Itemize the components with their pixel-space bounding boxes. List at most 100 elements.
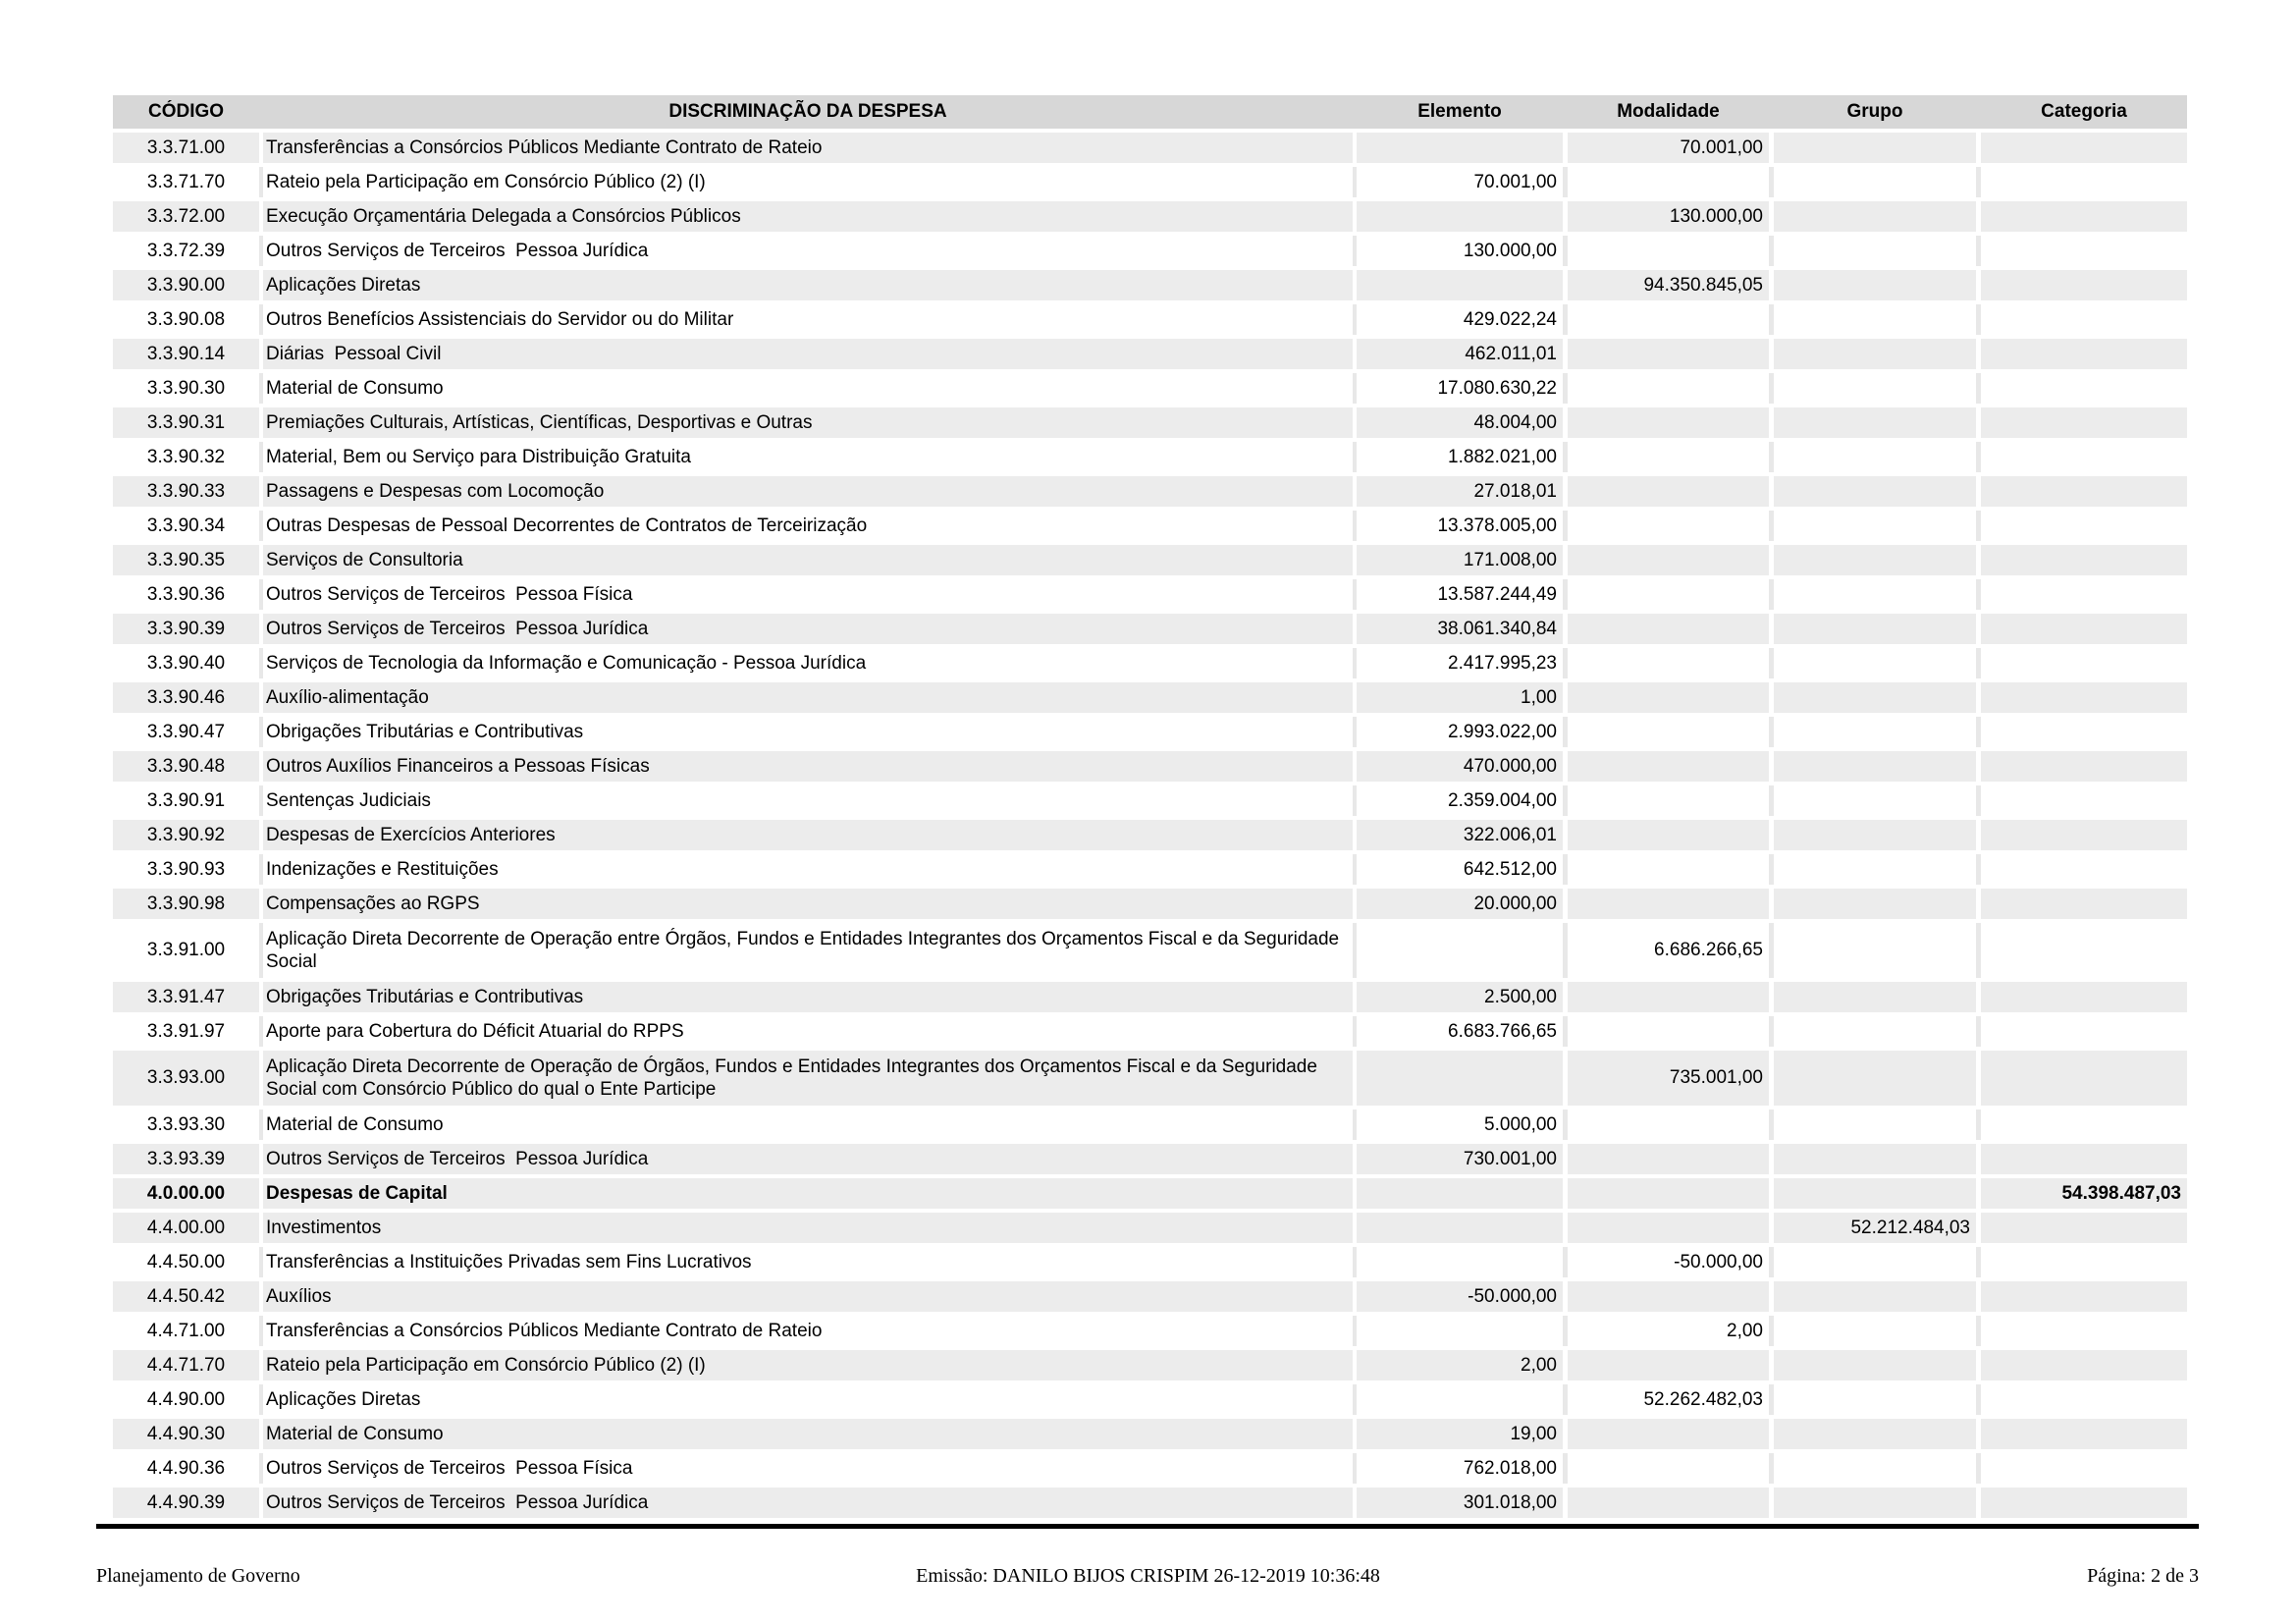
table-row: 3.3.90.32 Material, Bem ou Serviço para D… xyxy=(113,442,2187,472)
cell-divider xyxy=(259,614,263,644)
cell-discriminacao: Premiações Culturais, Artísticas, Cientí… xyxy=(263,407,1353,438)
cell-modalidade xyxy=(1568,442,1769,472)
cell-divider xyxy=(1353,785,1357,816)
table-row: 3.3.90.35 Serviços de Consultoria 171.008,… xyxy=(113,545,2187,575)
cell-divider xyxy=(1769,889,1774,919)
cell-divider xyxy=(1769,717,1774,747)
cell-elemento: 70.001,00 xyxy=(1357,167,1563,197)
cell-categoria xyxy=(1981,1247,2187,1277)
cell-codigo: 3.3.90.34 xyxy=(113,511,259,541)
cell-divider xyxy=(1976,648,1981,678)
cell-divider xyxy=(1563,1051,1568,1106)
cell-categoria xyxy=(1981,373,2187,404)
cell-divider xyxy=(1563,1350,1568,1380)
cell-grupo xyxy=(1774,1051,1976,1106)
cell-modalidade xyxy=(1568,889,1769,919)
cell-divider xyxy=(259,682,263,713)
cell-codigo: 3.3.93.00 xyxy=(113,1051,259,1106)
cell-grupo xyxy=(1774,982,1976,1012)
cell-elemento: 6.683.766,65 xyxy=(1357,1016,1563,1047)
cell-divider xyxy=(1976,923,1981,978)
cell-discriminacao: Compensações ao RGPS xyxy=(263,889,1353,919)
table-row: 4.4.50.00 Transferências a Instituições P… xyxy=(113,1247,2187,1277)
footer-rule xyxy=(96,1524,2199,1529)
cell-divider xyxy=(1769,1051,1774,1106)
cell-grupo xyxy=(1774,304,1976,335)
cell-categoria xyxy=(1981,889,2187,919)
cell-grupo xyxy=(1774,854,1976,885)
cell-divider xyxy=(259,1281,263,1312)
cell-discriminacao: Indenizações e Restituições xyxy=(263,854,1353,885)
cell-discriminacao: Despesas de Capital xyxy=(263,1178,1353,1209)
table-row: 3.3.91.97 Aporte para Cobertura do Défici… xyxy=(113,1016,2187,1047)
cell-elemento: 13.587.244,49 xyxy=(1357,579,1563,610)
cell-modalidade xyxy=(1568,820,1769,850)
cell-divider xyxy=(259,820,263,850)
cell-categoria xyxy=(1981,1316,2187,1346)
cell-discriminacao: Serviços de Consultoria xyxy=(263,545,1353,575)
table-row: 3.3.90.34 Outras Despesas de Pessoal Deco… xyxy=(113,511,2187,541)
cell-elemento: 730.001,00 xyxy=(1357,1144,1563,1174)
cell-divider xyxy=(1563,579,1568,610)
cell-modalidade xyxy=(1568,407,1769,438)
cell-divider xyxy=(1353,751,1357,782)
cell-divider xyxy=(1769,1247,1774,1277)
cell-divider xyxy=(259,373,263,404)
table-row: 3.3.93.00 Aplicação Direta Decorrente de … xyxy=(113,1051,2187,1106)
cell-divider xyxy=(1353,1316,1357,1346)
cell-divider xyxy=(1563,167,1568,197)
cell-discriminacao: Diárias Pessoal Civil xyxy=(263,339,1353,369)
cell-divider xyxy=(1353,511,1357,541)
cell-categoria xyxy=(1981,717,2187,747)
cell-codigo: 3.3.90.93 xyxy=(113,854,259,885)
cell-divider xyxy=(1976,889,1981,919)
table-body: 3.3.71.00 Transferências a Consórcios Púb… xyxy=(113,133,2187,1518)
cell-divider xyxy=(1353,923,1357,978)
cell-divider xyxy=(1976,545,1981,575)
cell-categoria xyxy=(1981,579,2187,610)
cell-codigo: 3.3.91.47 xyxy=(113,982,259,1012)
cell-divider xyxy=(1353,407,1357,438)
cell-codigo: 4.4.90.39 xyxy=(113,1488,259,1518)
table-row: 3.3.90.31 Premiações Culturais, Artística… xyxy=(113,407,2187,438)
cell-discriminacao: Aplicação Direta Decorrente de Operação … xyxy=(263,1051,1353,1106)
cell-divider xyxy=(1563,1281,1568,1312)
cell-elemento: 462.011,01 xyxy=(1357,339,1563,369)
cell-modalidade xyxy=(1568,511,1769,541)
cell-divider xyxy=(1353,167,1357,197)
cell-grupo xyxy=(1774,407,1976,438)
cell-divider xyxy=(1353,1419,1357,1449)
cell-divider xyxy=(1563,545,1568,575)
cell-divider xyxy=(1976,270,1981,300)
cell-grupo xyxy=(1774,1247,1976,1277)
cell-divider xyxy=(1563,1247,1568,1277)
cell-divider xyxy=(259,201,263,232)
cell-modalidade xyxy=(1568,854,1769,885)
cell-elemento: 762.018,00 xyxy=(1357,1453,1563,1484)
cell-divider xyxy=(1353,1016,1357,1047)
cell-elemento: 2,00 xyxy=(1357,1350,1563,1380)
cell-codigo: 3.3.90.91 xyxy=(113,785,259,816)
cell-elemento xyxy=(1357,923,1563,978)
cell-elemento: 429.022,24 xyxy=(1357,304,1563,335)
cell-categoria xyxy=(1981,236,2187,266)
cell-divider xyxy=(1563,407,1568,438)
cell-divider xyxy=(259,751,263,782)
cell-divider xyxy=(259,476,263,507)
cell-grupo xyxy=(1774,545,1976,575)
cell-discriminacao: Obrigações Tributárias e Contributivas xyxy=(263,717,1353,747)
cell-divider xyxy=(1976,476,1981,507)
cell-codigo: 4.4.50.00 xyxy=(113,1247,259,1277)
cell-divider xyxy=(1769,270,1774,300)
cell-discriminacao: Auxílios xyxy=(263,1281,1353,1312)
cell-divider xyxy=(1769,648,1774,678)
cell-discriminacao: Outros Serviços de Terceiros Pessoa Físi… xyxy=(263,579,1353,610)
column-header-codigo: CÓDIGO xyxy=(147,101,225,123)
cell-divider xyxy=(1769,682,1774,713)
cell-codigo: 3.3.90.00 xyxy=(113,270,259,300)
cell-codigo: 3.3.90.36 xyxy=(113,579,259,610)
cell-divider xyxy=(1353,236,1357,266)
cell-grupo xyxy=(1774,1110,1976,1140)
cell-discriminacao: Aplicações Diretas xyxy=(263,270,1353,300)
cell-codigo: 4.4.90.36 xyxy=(113,1453,259,1484)
